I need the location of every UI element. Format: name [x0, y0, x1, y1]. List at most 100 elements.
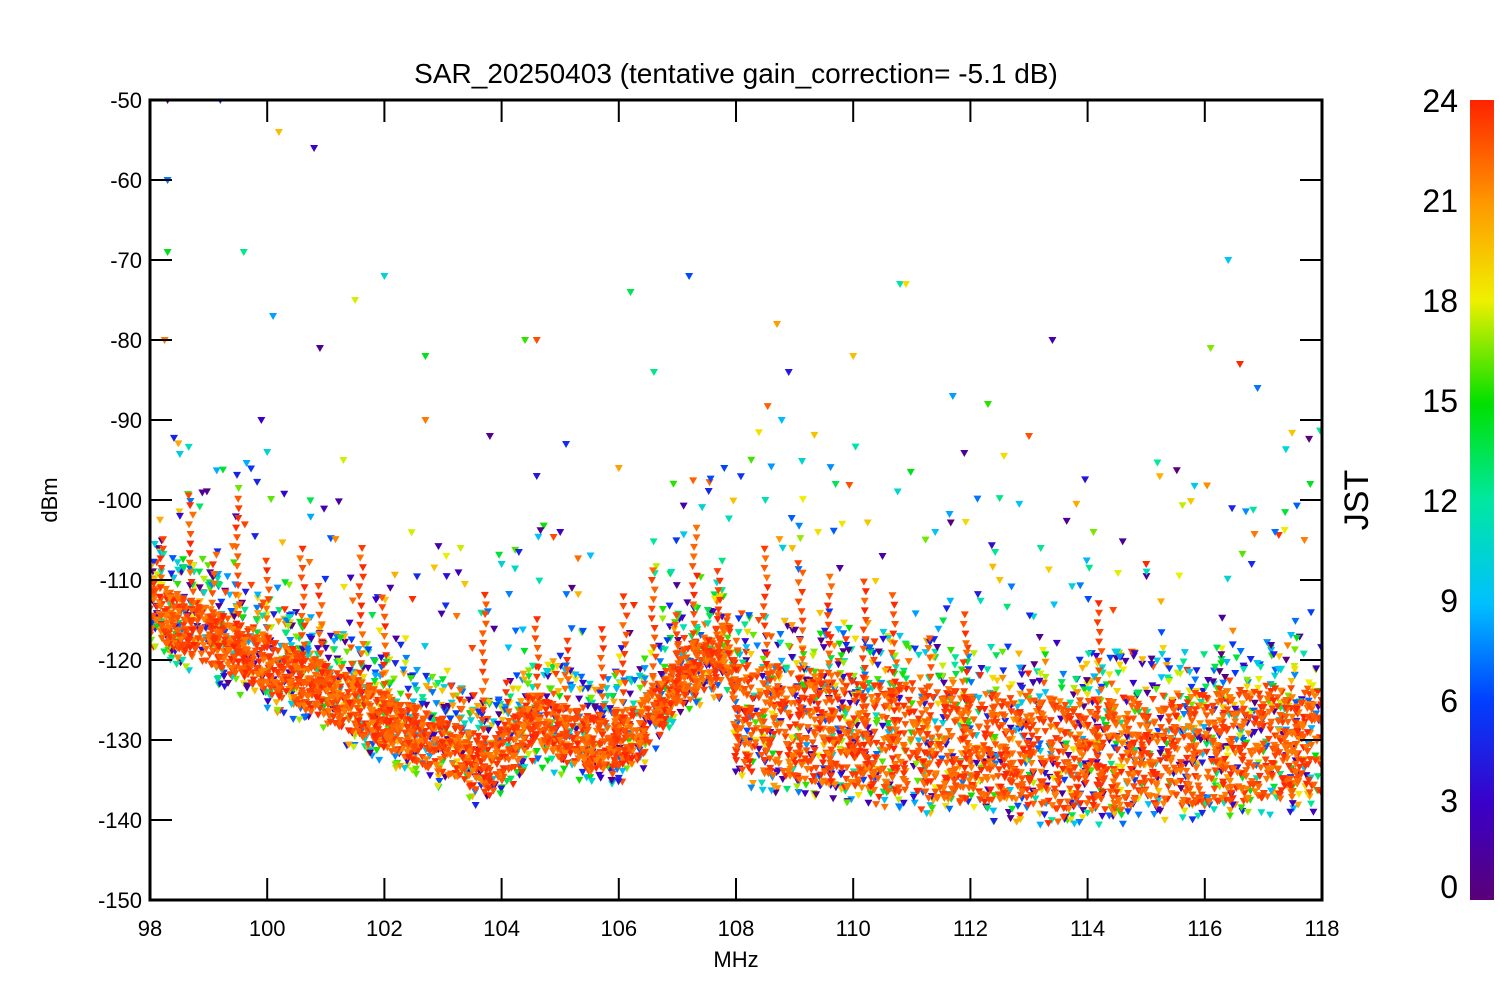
data-point	[1085, 564, 1094, 572]
data-point	[880, 796, 889, 804]
data-point	[489, 718, 498, 726]
data-point	[541, 747, 550, 755]
data-point	[1219, 704, 1228, 712]
data-point	[1156, 714, 1165, 722]
plot-area	[150, 100, 1322, 829]
data-point	[655, 731, 664, 739]
data-point	[411, 682, 420, 690]
data-point	[787, 622, 796, 630]
data-point	[1219, 679, 1228, 687]
data-point	[1013, 703, 1022, 711]
data-point	[338, 660, 347, 668]
data-point	[1121, 657, 1130, 665]
data-point	[828, 732, 837, 740]
data-point	[547, 755, 556, 763]
data-point	[1099, 716, 1108, 724]
data-point	[937, 755, 946, 763]
data-point	[775, 536, 784, 544]
data-point	[509, 780, 518, 788]
data-point	[663, 637, 672, 645]
data-point	[1035, 677, 1044, 685]
data-point	[253, 629, 262, 637]
data-point	[402, 654, 411, 662]
data-point	[878, 758, 887, 766]
data-point	[753, 642, 762, 650]
data-point	[1138, 656, 1147, 664]
data-point	[1238, 550, 1247, 558]
data-point	[182, 663, 191, 671]
data-point	[925, 639, 934, 647]
data-point	[970, 804, 979, 812]
data-point	[703, 620, 712, 628]
data-point	[788, 653, 797, 661]
data-point	[1270, 672, 1279, 680]
data-point	[1183, 699, 1192, 707]
data-point	[1059, 814, 1068, 822]
data-point	[550, 769, 559, 777]
data-point	[870, 656, 879, 664]
data-point	[1124, 808, 1133, 816]
data-point	[520, 764, 529, 772]
data-point	[1003, 603, 1012, 611]
data-point	[829, 795, 838, 803]
data-point	[908, 680, 917, 688]
data-point	[1070, 685, 1079, 693]
data-point	[167, 570, 176, 578]
data-point	[705, 613, 714, 621]
data-point	[442, 552, 451, 560]
data-point	[978, 776, 987, 784]
data-point	[914, 651, 923, 659]
data-point	[777, 416, 786, 424]
data-point	[786, 762, 795, 770]
data-point	[1209, 678, 1218, 686]
data-point	[305, 558, 314, 566]
data-point	[1180, 807, 1189, 815]
data-point	[901, 786, 910, 794]
data-point	[1179, 658, 1188, 666]
data-point	[809, 648, 818, 656]
data-point	[240, 606, 249, 614]
data-point	[1022, 713, 1031, 721]
data-point	[738, 659, 747, 667]
data-point	[1253, 659, 1262, 667]
data-point	[754, 712, 763, 720]
data-point	[1262, 682, 1271, 690]
data-point	[629, 601, 638, 609]
data-point	[568, 683, 577, 691]
data-point	[795, 522, 804, 530]
data-point	[1030, 661, 1039, 669]
data-point	[881, 667, 890, 675]
data-point	[625, 629, 634, 637]
data-point	[1119, 666, 1128, 674]
data-point	[1144, 739, 1153, 747]
data-point	[993, 677, 1002, 685]
data-point	[390, 571, 399, 579]
data-point	[1018, 684, 1027, 692]
data-point	[1163, 674, 1172, 682]
data-point	[289, 715, 298, 723]
data-point	[576, 686, 585, 694]
data-point	[399, 670, 408, 678]
data-point	[331, 536, 340, 544]
data-point	[906, 468, 915, 476]
data-point	[703, 606, 712, 614]
data-point	[578, 768, 587, 776]
data-point	[561, 671, 570, 679]
data-point	[704, 488, 713, 496]
data-point	[885, 726, 894, 734]
data-point	[306, 497, 315, 505]
data-point	[1210, 806, 1219, 814]
data-point	[851, 443, 860, 451]
data-point	[1013, 782, 1022, 790]
data-point	[615, 653, 624, 661]
data-point	[875, 686, 884, 694]
data-point	[460, 720, 469, 728]
data-point	[490, 625, 499, 633]
data-point	[902, 642, 911, 650]
data-point	[287, 700, 296, 708]
data-point	[408, 596, 417, 604]
data-point	[173, 559, 182, 567]
data-point	[1250, 728, 1259, 736]
data-point	[285, 581, 294, 589]
data-point	[802, 742, 811, 750]
